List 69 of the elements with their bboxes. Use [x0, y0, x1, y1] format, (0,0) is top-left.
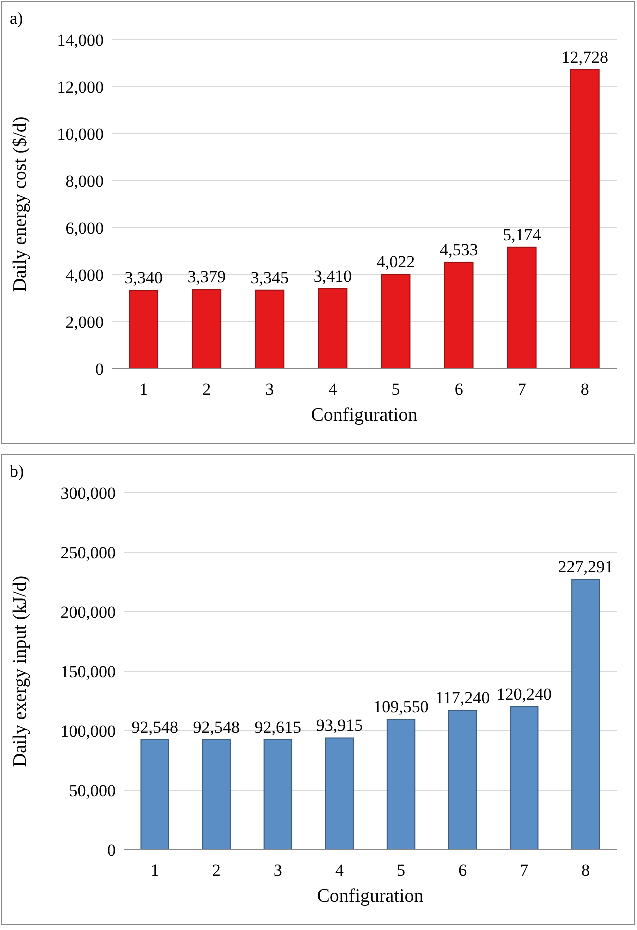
y-tick-label: 8,000 — [66, 172, 104, 191]
x-axis-title: Configuration — [311, 405, 418, 426]
y-tick-label: 200,000 — [60, 602, 116, 622]
y-tick-label: 300,000 — [60, 484, 116, 503]
x-tick-label: 2 — [202, 380, 212, 399]
text: 109,550 — [374, 698, 429, 717]
x-axis-title: Configuration — [317, 886, 424, 907]
x-tick-label: 3 — [266, 380, 274, 399]
y-tick-label: 150,000 — [60, 662, 116, 682]
y-tick-label: 0 — [96, 360, 104, 379]
bar — [386, 719, 416, 850]
bar — [570, 69, 600, 370]
y-tick-label: 50,000 — [69, 781, 116, 800]
text: 227,291 — [558, 558, 614, 577]
x-tick-label: 8 — [580, 380, 590, 399]
text: a) — [10, 9, 24, 28]
y-tick-label: 6,000 — [66, 218, 104, 238]
x-tick-label: 7 — [520, 861, 530, 880]
bar — [507, 246, 537, 370]
y-tick-label: 0 — [108, 840, 116, 860]
text: 3,340 — [124, 268, 163, 288]
text: 3,345 — [250, 268, 290, 288]
x-tick-label: 3 — [274, 861, 282, 880]
x-tick-label: 1 — [150, 861, 160, 880]
x-tick-label: 4 — [335, 861, 344, 880]
text: 4,533 — [440, 240, 478, 260]
text: 3,379 — [188, 268, 226, 287]
x-tick-label: 5 — [392, 380, 400, 399]
text: 4,022 — [376, 252, 416, 272]
bar — [318, 288, 348, 370]
bar — [325, 738, 354, 850]
y-axis-title: Daily exergy input (kJ/d) — [10, 576, 31, 768]
text: 92,548 — [132, 718, 178, 737]
bar — [202, 739, 231, 850]
x-tick-label: 7 — [518, 380, 527, 399]
x-tick-label: 2 — [212, 861, 221, 880]
bar — [140, 739, 170, 850]
x-tick-label: 8 — [582, 861, 590, 880]
y-tick-label: 250,000 — [60, 543, 116, 562]
bar — [264, 739, 293, 850]
bar — [381, 274, 411, 370]
text: 12,728 — [562, 48, 609, 67]
bar — [510, 706, 539, 850]
x-tick-label: 5 — [397, 861, 406, 880]
text: 117,240 — [436, 688, 490, 708]
text: 5,174 — [502, 225, 542, 244]
bar — [572, 579, 600, 850]
y-tick-label: 2,000 — [66, 312, 104, 332]
text: 92,615 — [254, 718, 302, 737]
x-tick-label: 1 — [140, 380, 148, 399]
y-tick-label: 100,000 — [60, 722, 116, 741]
y-tick-label: 14,000 — [57, 30, 104, 50]
bar — [444, 262, 474, 370]
text: b) — [10, 462, 24, 481]
x-tick-label: 6 — [454, 380, 464, 399]
bar — [448, 710, 478, 850]
bar — [129, 290, 159, 370]
text: 120,240 — [496, 684, 552, 704]
x-tick-label: 4 — [328, 380, 338, 399]
x-tick-label: 6 — [458, 861, 468, 880]
text: 92,548 — [193, 718, 240, 737]
y-tick-label: 4,000 — [66, 266, 104, 285]
text: 93,915 — [316, 716, 364, 736]
y-tick-label: 10,000 — [57, 124, 104, 144]
y-tick-label: 12,000 — [57, 78, 104, 97]
bar — [192, 289, 222, 370]
bar — [255, 290, 285, 370]
text: 3,410 — [314, 266, 352, 286]
y-axis-title: Daily energy cost ($/d) — [10, 116, 31, 292]
